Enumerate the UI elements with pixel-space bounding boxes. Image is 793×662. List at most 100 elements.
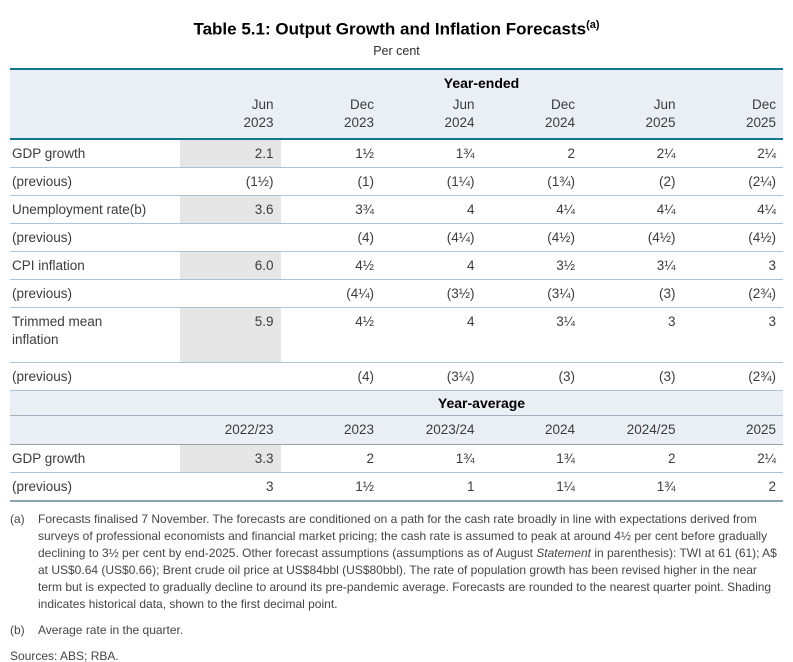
- column-header-year: 2023/24: [425, 421, 475, 437]
- cell: (4): [357, 368, 375, 384]
- cell: (3¼): [547, 285, 575, 301]
- column-header-month: Jun: [653, 96, 676, 112]
- sources-line: Sources: ABS; RBA.: [10, 648, 119, 662]
- column-header-year: 2025: [645, 114, 676, 130]
- cell: 2: [366, 450, 374, 466]
- column-header-year: 2025: [745, 114, 776, 130]
- table-title: Table 5.1: Output Growth and Inflation F…: [10, 0, 783, 41]
- column-header-year: 2024: [444, 114, 475, 130]
- cell: 4¼: [656, 201, 676, 217]
- year-average-years-row: 2022/23 2023 2023/24 2024 2024/25 2025: [10, 416, 783, 445]
- row-label: Unemployment rate(b): [12, 201, 147, 217]
- footnote-a: (a) Forecasts finalised 7 November. The …: [10, 511, 783, 613]
- cell: (4¼): [346, 285, 374, 301]
- header-spacer: [10, 416, 180, 444]
- row-label: (previous): [12, 478, 73, 494]
- year-ended-label: Year-ended: [443, 74, 520, 91]
- cell: 3¾: [355, 201, 374, 217]
- cell: [180, 224, 281, 251]
- ya-row-gdp-previous: (previous) 3 1½ 1 1¼ 1¾ 2: [10, 473, 783, 502]
- footnote-a-marker: (a): [10, 511, 25, 526]
- cell: 3¼: [656, 257, 676, 273]
- cell: (2¾): [748, 368, 776, 384]
- cell: 1½: [355, 478, 374, 494]
- table-row-gdp-previous: (previous) (1½) (1) (1¼) (1¾) (2) (2¼): [10, 168, 783, 196]
- cell: 3: [768, 257, 776, 273]
- cell: 1¾: [455, 450, 475, 466]
- cell: 4: [466, 313, 475, 329]
- table-row-unemployment: Unemployment rate(b) 3.6 3¾ 4 4¼ 4¼ 4¼: [10, 195, 783, 224]
- row-label: (previous): [12, 173, 73, 189]
- column-header-month: Dec: [550, 96, 575, 112]
- cell: 2: [768, 478, 776, 494]
- cell: (1¾): [547, 173, 575, 189]
- cell: (4½): [647, 229, 676, 245]
- year-average-label: Year-average: [437, 394, 526, 411]
- column-header-year: 2022/23: [224, 421, 274, 437]
- table-row-gdp-growth: GDP growth 2.1 1½ 1¾ 2 2¼ 2¼: [10, 139, 783, 168]
- table-subtitle: Per cent: [373, 43, 420, 58]
- cell: 4: [466, 257, 475, 273]
- cell: 1: [466, 478, 475, 494]
- cell-historical: 5.9: [180, 307, 281, 362]
- cell: 4: [466, 201, 475, 217]
- row-label: (previous): [12, 368, 73, 384]
- row-label: (previous): [12, 285, 73, 301]
- cell: (3): [659, 368, 676, 384]
- table-row-unemployment-previous: (previous) (4) (4¼) (4½) (4½) (4½): [10, 224, 783, 252]
- ya-row-gdp-growth: GDP growth 3.3 2 1¾ 1¾ 2 2¼: [10, 444, 783, 473]
- column-header-year: 2024: [544, 421, 575, 437]
- cell-historical: 2.1: [180, 139, 281, 167]
- cell: 2: [667, 450, 676, 466]
- column-header-month: Jun: [251, 96, 274, 112]
- cell: 2¼: [656, 145, 676, 161]
- cell: [180, 280, 281, 307]
- cell: (4½): [748, 229, 776, 245]
- table-title-text: Table 5.1: Output Growth and Inflation F…: [193, 19, 587, 39]
- footnote-b-text: Average rate in the quarter.: [38, 622, 184, 637]
- year-ended-months-row: Jun Dec Jun Dec Jun Dec: [10, 94, 783, 114]
- cell: (4): [357, 229, 375, 245]
- cell: [180, 363, 281, 390]
- cell: (2¼): [748, 173, 776, 189]
- column-header-year: 2023: [243, 114, 274, 130]
- column-header-year: 2025: [745, 421, 776, 437]
- header-spacer: [10, 94, 180, 114]
- column-header-month: Dec: [751, 96, 776, 112]
- footnote-a-text: Forecasts finalised 7 November. The fore…: [38, 511, 783, 613]
- forecast-table: Year-ended Jun Dec Jun Dec Jun Dec 2023 …: [10, 67, 783, 502]
- table-row-cpi-previous: (previous) (4¼) (3½) (3¼) (3) (2¾): [10, 280, 783, 308]
- cell: (4½): [547, 229, 575, 245]
- cell: 3¼: [556, 313, 575, 329]
- year-ended-section-row: Year-ended: [10, 70, 783, 94]
- cell: (4¼): [446, 229, 475, 245]
- cell: 3: [265, 478, 274, 494]
- table-row-trimmed-previous: (previous) (4) (3¼) (3) (3) (2¾): [10, 363, 783, 391]
- column-header-month: Dec: [349, 96, 374, 112]
- cell: 2¼: [757, 450, 776, 466]
- row-label: (previous): [12, 229, 73, 245]
- cell: 4½: [355, 257, 374, 273]
- year-ended-years-row: 2023 2023 2024 2024 2025 2025: [10, 114, 783, 138]
- row-label: GDP growth: [12, 450, 86, 466]
- row-label: CPI inflation: [12, 257, 85, 273]
- cell: 1½: [355, 145, 374, 161]
- table-row-cpi: CPI inflation 6.0 4½ 4 3½ 3¼ 3: [10, 251, 783, 280]
- row-label: GDP growth: [12, 145, 86, 161]
- cell: 1¾: [556, 450, 575, 466]
- cell: (1½): [245, 173, 274, 189]
- year-ended-header: Year-ended Jun Dec Jun Dec Jun Dec 2023 …: [10, 67, 783, 140]
- cell: (1): [357, 173, 375, 189]
- footnote-b: (b) Average rate in the quarter.: [10, 622, 783, 639]
- cell: 2: [567, 145, 575, 161]
- cell: 3: [768, 313, 776, 329]
- cell: 4½: [355, 313, 374, 329]
- cell: (1¼): [446, 173, 475, 189]
- cell: (3½): [446, 285, 475, 301]
- column-header-month: Jun: [452, 96, 475, 112]
- row-label: Trimmed mean inflation: [12, 313, 103, 347]
- footnote-a-italic: Statement: [536, 545, 591, 560]
- cell: 3: [667, 313, 676, 329]
- table-row-trimmed-mean: Trimmed mean inflation 5.9 4½ 4 3¼ 3 3: [10, 307, 783, 363]
- column-header-year: 2023: [343, 421, 374, 437]
